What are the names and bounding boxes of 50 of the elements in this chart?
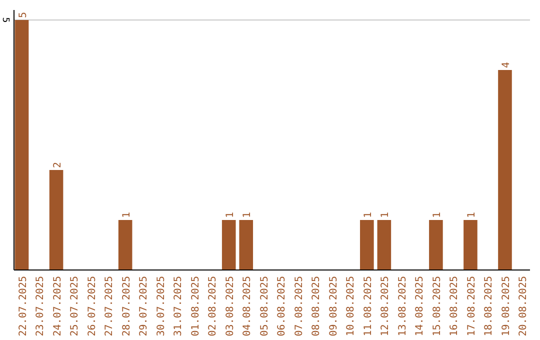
x-tick-label: 08.08.2025	[311, 276, 322, 336]
x-tick-label: 07.08.2025	[294, 276, 305, 336]
x-tick-label: 30.07.2025	[156, 276, 167, 336]
x-tick-label: 04.08.2025	[242, 276, 254, 336]
x-tick-label: 01.08.2025	[190, 276, 202, 336]
data-label: 1	[121, 212, 132, 218]
x-tick-label: 27.07.2025	[104, 276, 116, 336]
data-label: 1	[466, 212, 478, 218]
bar	[464, 220, 478, 270]
data-label: 1	[362, 212, 374, 218]
bar	[377, 220, 392, 270]
bar	[14, 20, 29, 270]
x-tick-label: 23.07.2025	[35, 276, 46, 336]
bar	[498, 70, 512, 270]
x-tick-label: 18.08.2025	[484, 276, 495, 336]
data-label: 4	[500, 62, 512, 68]
x-tick-label: 31.07.2025	[173, 276, 184, 336]
x-tick-label: 20.08.2025	[518, 276, 530, 336]
x-tick-label: 14.08.2025	[414, 276, 426, 336]
x-tick-label: 13.08.2025	[397, 276, 408, 336]
data-label: 2	[52, 162, 64, 168]
bar	[239, 220, 254, 270]
x-tick-label: 03.08.2025	[224, 276, 236, 336]
x-tick-label: 10.08.2025	[346, 276, 357, 336]
x-tick-label: 05.08.2025	[259, 276, 270, 336]
bar	[360, 220, 374, 270]
x-tick-label: 12.08.2025	[380, 276, 392, 336]
x-tick-label: 02.08.2025	[208, 276, 219, 336]
x-tick-label: 09.08.2025	[328, 276, 340, 336]
x-tick-label: 25.07.2025	[70, 276, 81, 336]
x-tick-label: 22.07.2025	[18, 276, 29, 336]
bar	[222, 220, 236, 270]
x-tick-label: 15.08.2025	[432, 276, 443, 336]
data-label: 5	[18, 12, 29, 18]
data-label: 1	[432, 212, 443, 218]
data-label: 1	[380, 212, 392, 218]
x-tick-label: 11.08.2025	[362, 276, 374, 336]
x-tick-label: 26.07.2025	[86, 276, 98, 336]
x-tick-label: 06.08.2025	[276, 276, 288, 336]
x-tick-label: 16.08.2025	[449, 276, 460, 336]
x-tick-label: 17.08.2025	[466, 276, 478, 336]
x-tick-label: 28.07.2025	[121, 276, 132, 336]
data-label: 1	[224, 212, 236, 218]
x-tick-label: 24.07.2025	[52, 276, 64, 336]
data-label: 1	[242, 212, 254, 218]
bar	[49, 170, 64, 270]
bar	[429, 220, 443, 270]
bar	[118, 220, 132, 270]
x-tick-label: 19.08.2025	[500, 276, 512, 336]
x-tick-label: 29.07.2025	[138, 276, 150, 336]
